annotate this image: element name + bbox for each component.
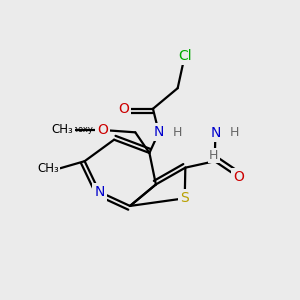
- Text: N: N: [94, 185, 104, 199]
- Text: O: O: [233, 170, 244, 184]
- Text: H: H: [230, 126, 239, 140]
- Text: H: H: [173, 126, 182, 139]
- Text: N: N: [154, 125, 164, 139]
- Text: methoxy: methoxy: [56, 125, 93, 134]
- Text: O: O: [118, 102, 129, 116]
- Text: CH₃: CH₃: [37, 162, 59, 175]
- Text: N: N: [210, 126, 220, 140]
- Text: CH₃: CH₃: [52, 124, 74, 136]
- Text: O: O: [97, 123, 108, 137]
- Text: Cl: Cl: [178, 49, 192, 63]
- Text: H: H: [209, 149, 219, 162]
- Text: S: S: [180, 191, 189, 205]
